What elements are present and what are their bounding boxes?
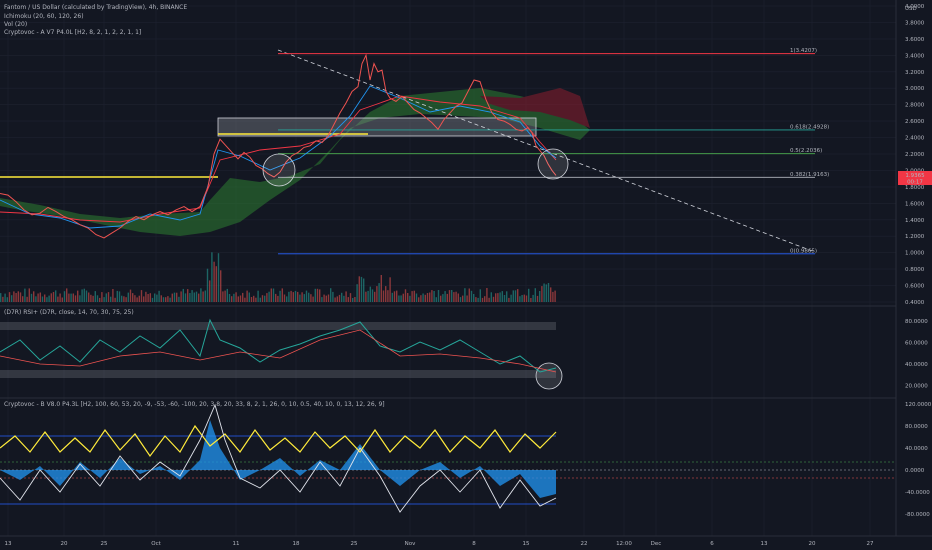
osc-yellow-line xyxy=(0,424,557,458)
x-tick-label: 13 xyxy=(761,541,768,547)
osc-tick-label: 40.0000 xyxy=(905,446,928,452)
osc-tick-label: 120.0000 xyxy=(905,402,932,408)
rsi-line xyxy=(0,318,557,373)
resistance-box xyxy=(217,117,537,137)
rsi-tick-label: 20.0000 xyxy=(905,383,928,389)
rsi-tick-label: 80.0000 xyxy=(905,319,928,325)
x-tick-label: Oct xyxy=(151,541,161,547)
x-tick-label: 15 xyxy=(523,541,530,547)
price-series-line xyxy=(0,53,557,239)
price-tick-label: 3.4000 xyxy=(905,53,925,59)
fib-level-label: 0(0.9865) xyxy=(790,248,817,254)
fib-level-label: 1(3.4207) xyxy=(790,48,817,54)
fib-level-label: 0.5(2.2036) xyxy=(790,148,822,154)
x-tick-label: 18 xyxy=(293,541,300,547)
ma-red xyxy=(0,95,557,223)
price-tick-label: 1.2000 xyxy=(905,234,925,240)
price-tick-label: 0.8000 xyxy=(905,267,925,273)
chart-title: Fantom / US Dollar (calculated by Tradin… xyxy=(4,4,188,11)
price-unit: USD xyxy=(905,6,917,12)
trendline xyxy=(277,49,816,253)
x-tick-label: 20 xyxy=(809,541,816,547)
osc-tick-label: 0.0000 xyxy=(905,468,925,474)
fib-level-label: 0.382(1.9163) xyxy=(790,172,829,178)
osc-tick-label: -80.0000 xyxy=(905,512,930,518)
x-tick-label: 27 xyxy=(867,541,874,547)
price-tick-label: 3.8000 xyxy=(905,20,925,26)
x-tick-label: 20 xyxy=(61,541,68,547)
x-tick-label: 12:00 xyxy=(616,541,632,547)
current-price: 1.9365 xyxy=(905,173,925,179)
price-tick-label: 2.8000 xyxy=(905,103,925,109)
x-tick-label: 6 xyxy=(710,541,714,547)
highlight-circle xyxy=(262,153,296,187)
osc-white-line xyxy=(0,403,557,513)
price-tick-label: 1.0000 xyxy=(905,251,925,257)
osc-tick-label: -40.0000 xyxy=(905,490,930,496)
x-tick-label: 25 xyxy=(351,541,358,547)
fib-level-label: 0.618(2.4928) xyxy=(790,124,829,130)
x-tick-label: 25 xyxy=(101,541,108,547)
price-tick-label: 3.0000 xyxy=(905,86,925,92)
x-tick-label: Nov xyxy=(405,541,416,547)
ichimoku-cloud xyxy=(0,88,590,236)
price-tick-label: 0.6000 xyxy=(905,284,925,290)
indicator-rsi[interactable]: (D7R) RSI+ (D7R, close, 14, 70, 30, 75, … xyxy=(4,309,134,316)
price-tick-label: 2.6000 xyxy=(905,119,925,125)
highlight-circle xyxy=(535,362,563,390)
x-tick-label: 13 xyxy=(5,541,12,547)
price-tick-label: 2.2000 xyxy=(905,152,925,158)
osc-tick-label: 80.0000 xyxy=(905,424,928,430)
highlight-circle xyxy=(537,148,569,180)
price-tick-label: 3.2000 xyxy=(905,70,925,76)
indicator-volume[interactable]: Vol (20) xyxy=(4,21,28,28)
current-price-badge xyxy=(898,171,932,185)
indicator-cryptovoc-b[interactable]: Cryptovoc - B V8.0 P4.3L [H2, 100, 60, 5… xyxy=(4,401,385,408)
x-tick-label: 8 xyxy=(472,541,476,547)
price-tick-label: 3.6000 xyxy=(905,37,925,43)
volume-bars xyxy=(0,252,556,302)
x-tick-label: Dec xyxy=(651,541,662,547)
indicator-ichimoku[interactable]: Ichimoku (20, 60, 120, 26) xyxy=(4,13,84,20)
price-tick-label: 4.0000 xyxy=(905,4,925,10)
price-tick-label: 2.4000 xyxy=(905,136,925,142)
rsi-tick-label: 60.0000 xyxy=(905,340,928,346)
indicator-cryptovoc-a[interactable]: Cryptovoc - A V7 P4.0L [H2, 8, 2, 1, 2, … xyxy=(4,29,142,36)
x-tick-label: 22 xyxy=(581,541,588,547)
price-tick-label: 1.6000 xyxy=(905,201,925,207)
price-tick-label: 1.4000 xyxy=(905,218,925,224)
price-tick-label: 1.8000 xyxy=(905,185,925,191)
price-tick-label: 0.4000 xyxy=(905,300,925,306)
rsi-tick-label: 40.0000 xyxy=(905,362,928,368)
x-tick-label: 11 xyxy=(233,541,240,547)
countdown: 00:17 xyxy=(907,180,923,186)
